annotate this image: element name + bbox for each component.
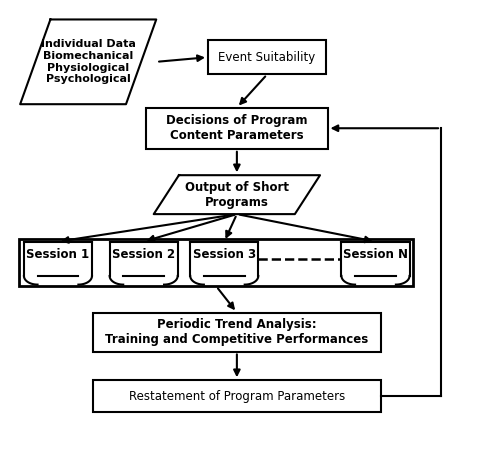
FancyBboxPatch shape (24, 242, 92, 276)
FancyBboxPatch shape (93, 380, 381, 412)
Text: Individual Data
Biomechanical
Physiological
Psychological: Individual Data Biomechanical Physiologi… (41, 39, 136, 84)
Text: Session 3: Session 3 (193, 248, 256, 261)
FancyBboxPatch shape (93, 313, 381, 352)
Text: Session 1: Session 1 (26, 248, 90, 261)
FancyBboxPatch shape (208, 40, 327, 75)
Text: Session 2: Session 2 (112, 248, 175, 261)
FancyBboxPatch shape (146, 108, 328, 149)
Text: Periodic Trend Analysis:
Training and Competitive Performances: Periodic Trend Analysis: Training and Co… (105, 318, 368, 346)
Text: Decisions of Program
Content Parameters: Decisions of Program Content Parameters (166, 114, 307, 142)
FancyBboxPatch shape (109, 242, 177, 276)
Polygon shape (154, 175, 320, 214)
FancyBboxPatch shape (190, 242, 258, 276)
Text: Event Suitability: Event Suitability (219, 51, 316, 64)
Text: Output of Short
Programs: Output of Short Programs (185, 180, 289, 209)
FancyBboxPatch shape (341, 242, 409, 276)
Polygon shape (20, 19, 156, 104)
Text: Restatement of Program Parameters: Restatement of Program Parameters (129, 390, 345, 403)
Text: Session N: Session N (343, 248, 408, 261)
